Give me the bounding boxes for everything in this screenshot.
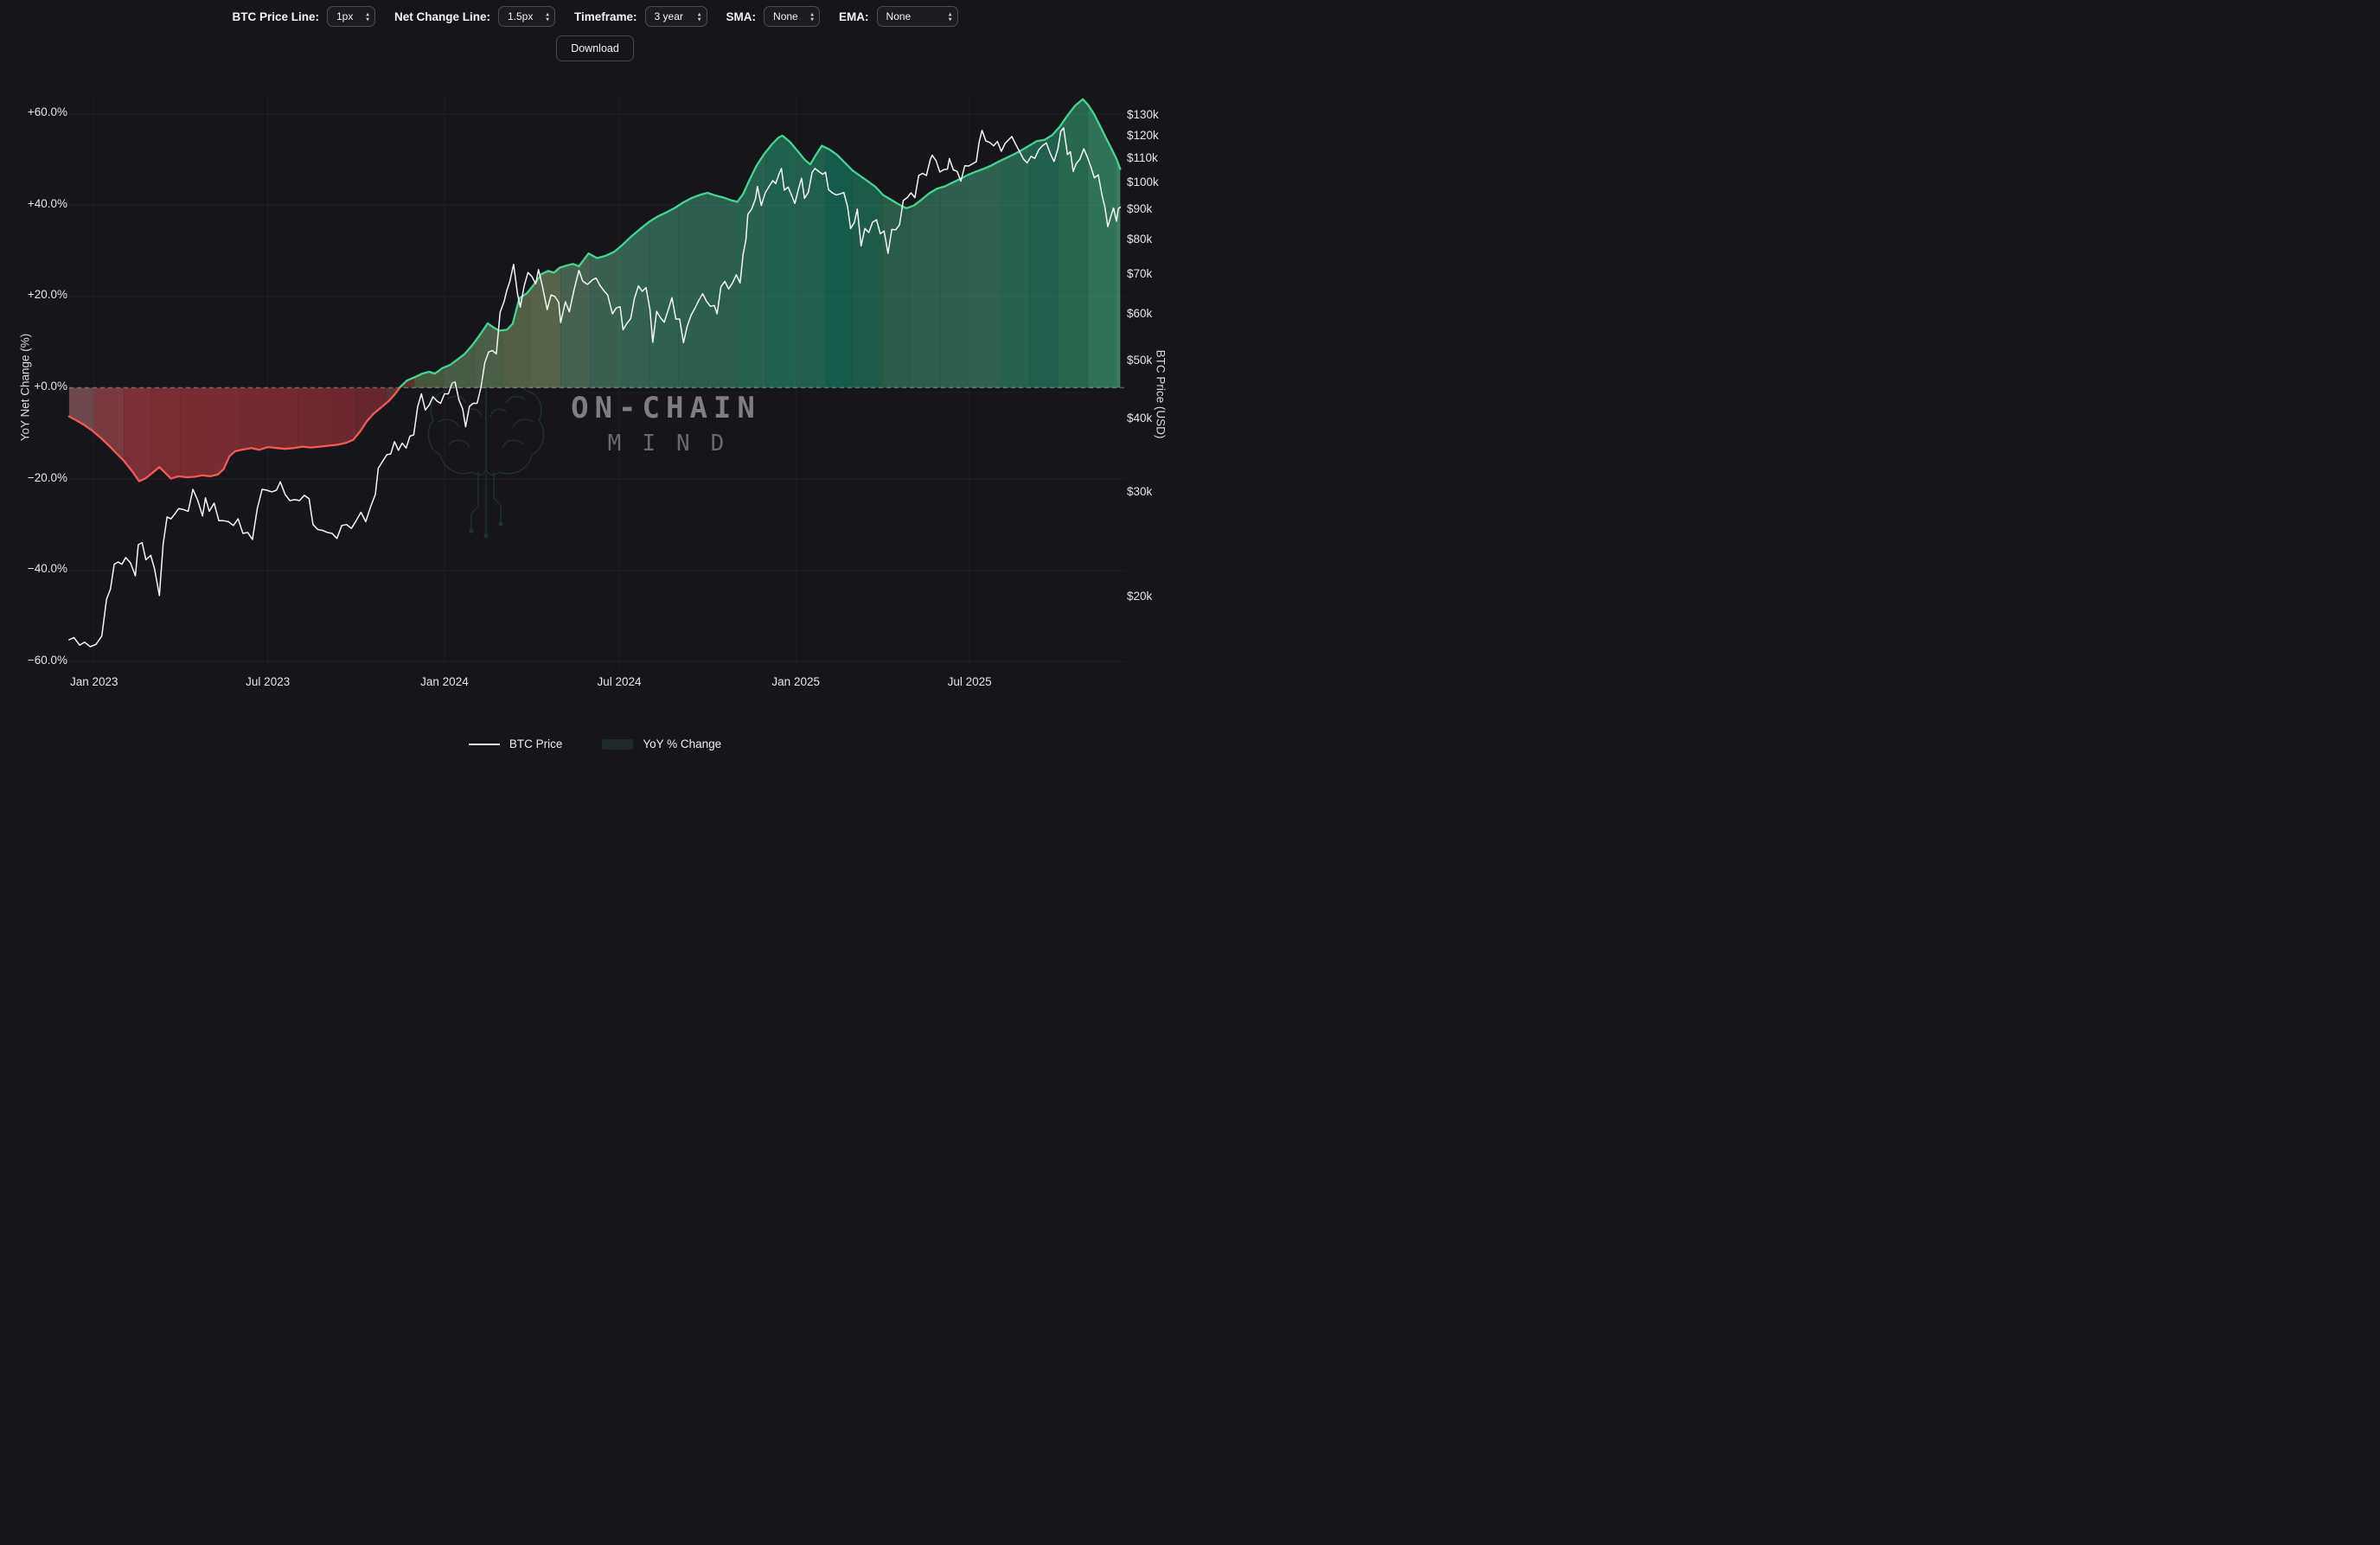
download-button[interactable]: Download <box>556 35 634 61</box>
y-left-tick-label: +60.0% <box>27 105 67 119</box>
sma-label: SMA: <box>726 10 757 23</box>
yoy-change-area-swatch <box>602 738 634 750</box>
gridlines <box>69 97 1125 667</box>
legend-item-btc-price[interactable]: BTC Price <box>468 737 563 750</box>
y-right-tick-label: $50k <box>1127 354 1153 367</box>
btc-price-line-swatch <box>468 743 500 745</box>
x-tick-label: Jan 2023 <box>70 675 118 688</box>
net-change-line-label: Net Change Line: <box>393 10 490 23</box>
x-tick-label: Jul 2024 <box>597 675 642 688</box>
sma-select[interactable]: None <box>764 6 821 27</box>
chart-canvas <box>67 97 1125 667</box>
y-right-tick-label: $120k <box>1127 128 1159 142</box>
x-tick-label: Jul 2023 <box>246 675 291 688</box>
ema-select[interactable]: None <box>876 6 958 27</box>
chart-area[interactable]: ON-CHAIN MIND YoY Net Change (%) BTC Pri… <box>0 0 1190 773</box>
btc-price-line <box>68 127 1122 648</box>
toolbar: BTC Price Line: 1px ▴ ▾ Net Change Line: … <box>0 6 1190 27</box>
legend: BTC Price YoY % Change <box>0 737 1190 750</box>
y-left-tick-label: −20.0% <box>27 470 67 484</box>
y-right-tick-label: $100k <box>1127 175 1159 188</box>
x-tick-label: Jul 2025 <box>947 675 992 688</box>
y-left-axis-title: YoY Net Change (%) <box>18 333 32 442</box>
btc-price-line-select[interactable]: 1px <box>326 6 375 27</box>
y-right-tick-label: $60k <box>1127 307 1153 321</box>
y-right-tick-label: $40k <box>1127 411 1153 425</box>
y-right-axis-title: BTC Price (USD) <box>1154 349 1168 439</box>
sma-control: SMA: None ▴ ▾ <box>726 6 821 27</box>
x-tick-label: Jan 2025 <box>771 675 820 688</box>
y-right-tick-label: $90k <box>1127 202 1153 216</box>
y-right-tick-label: $20k <box>1127 590 1153 603</box>
y-right-tick-label: $110k <box>1127 150 1158 164</box>
ema-control: EMA: None ▴ ▾ <box>839 6 958 27</box>
y-right-tick-label: $130k <box>1127 107 1159 121</box>
y-left-tick-label: +0.0% <box>34 379 67 393</box>
legend-label-btc-price: BTC Price <box>509 737 563 750</box>
y-right-tick-label: $70k <box>1127 267 1153 281</box>
yoy-line-negative <box>67 387 401 482</box>
net-change-line-control: Net Change Line: 1.5px ▴ ▾ <box>394 6 555 27</box>
y-left-tick-label: +40.0% <box>27 196 67 210</box>
timeframe-label: Timeframe: <box>574 10 637 23</box>
btc-price-line-control: BTC Price Line: 1px ▴ ▾ <box>232 6 375 27</box>
ema-label: EMA: <box>839 10 869 23</box>
y-right-tick-label: $30k <box>1127 485 1153 499</box>
y-left-tick-label: −40.0% <box>27 562 67 576</box>
y-right-tick-label: $80k <box>1127 233 1153 246</box>
legend-label-yoy-change: YoY % Change <box>643 737 722 750</box>
yoy-area <box>68 99 1121 482</box>
y-left-tick-label: −60.0% <box>27 653 67 667</box>
net-change-line-select[interactable]: 1.5px <box>498 6 555 27</box>
timeframe-select[interactable]: 3 year <box>644 6 707 27</box>
y-left-tick-label: +20.0% <box>27 288 67 302</box>
timeframe-control: Timeframe: 3 year ▴ ▾ <box>574 6 707 27</box>
legend-item-yoy-change[interactable]: YoY % Change <box>602 737 721 750</box>
x-tick-label: Jan 2024 <box>420 675 469 688</box>
yoy-line-positive <box>398 98 1122 388</box>
btc-price-line-label: BTC Price Line: <box>232 10 319 23</box>
